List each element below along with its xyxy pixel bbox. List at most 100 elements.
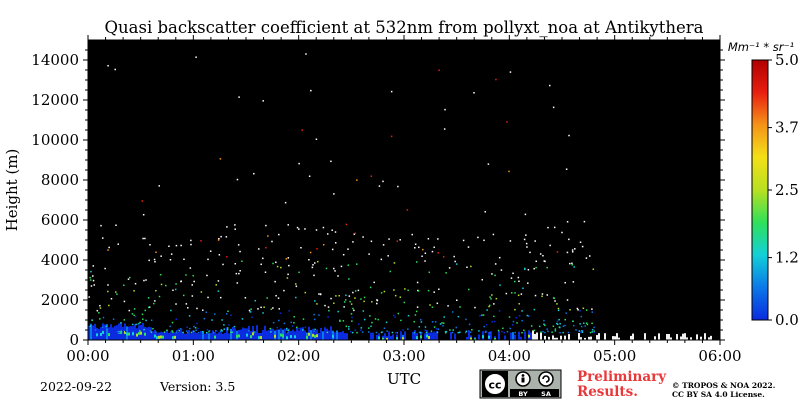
heatmap-cell: [518, 303, 520, 305]
heatmap-cell: [104, 267, 106, 270]
heatmap-column: [430, 332, 432, 340]
heatmap-cell: [116, 293, 118, 295]
heatmap-cell: [165, 284, 167, 287]
heatmap-cell: [411, 233, 413, 236]
heatmap-cell: [200, 240, 202, 242]
heatmap-cell: [190, 243, 192, 246]
heatmap-cell: [343, 301, 346, 303]
heatmap-cell: [170, 309, 172, 312]
heatmap-cell: [132, 331, 134, 334]
heatmap-cell: [400, 319, 402, 322]
heatmap-cell: [239, 250, 241, 253]
heatmap-column: [342, 331, 344, 340]
heatmap-cell: [435, 328, 438, 330]
heatmap-cell: [333, 193, 335, 195]
heatmap-cell: [343, 306, 345, 308]
heatmap-cell: [186, 331, 189, 334]
heatmap-cell: [238, 96, 240, 98]
heatmap-cell: [107, 249, 109, 251]
heatmap-cell: [148, 306, 151, 308]
heatmap-cell: [428, 271, 431, 274]
x-tick-label: 00:00: [66, 347, 109, 365]
heatmap-cell: [324, 304, 326, 307]
heatmap-column: [554, 337, 556, 340]
heatmap-cell: [481, 278, 484, 281]
heatmap-cell: [524, 213, 527, 216]
heatmap-cell: [548, 84, 551, 87]
heatmap-cell: [349, 300, 351, 303]
heatmap-cell: [383, 327, 386, 329]
heatmap-cell: [571, 251, 574, 253]
heatmap-column: [340, 332, 342, 340]
heatmap-cell: [483, 325, 485, 328]
heatmap-column: [676, 334, 678, 340]
heatmap-cell: [186, 330, 188, 332]
heatmap-cell: [363, 300, 365, 303]
heatmap-cell: [390, 90, 393, 93]
heatmap-cell: [90, 270, 92, 273]
heatmap-column: [152, 331, 154, 340]
heatmap-cell: [479, 314, 481, 317]
heatmap-cell: [188, 315, 191, 317]
heatmap-cell: [316, 303, 318, 305]
heatmap-cell: [144, 237, 146, 240]
heatmap-cell: [89, 325, 92, 327]
heatmap-cell: [466, 266, 468, 269]
heatmap-cell: [202, 330, 204, 333]
heatmap-column: [94, 323, 96, 340]
heatmap-cell: [278, 233, 280, 236]
heatmap-cell: [174, 335, 176, 339]
heatmap-cell: [293, 316, 295, 318]
heatmap-cell: [465, 318, 467, 321]
heatmap-cell: [155, 289, 157, 292]
heatmap-cell: [284, 201, 287, 204]
heatmap-cell: [573, 266, 575, 268]
heatmap-cell: [416, 336, 418, 340]
heatmap-cell: [144, 309, 147, 312]
heatmap-cell: [386, 330, 388, 332]
heatmap-cell: [313, 318, 316, 321]
heatmap-column: [134, 324, 136, 340]
heatmap-cell: [143, 328, 145, 331]
heatmap-cell: [467, 246, 470, 248]
heatmap-cell: [418, 326, 421, 328]
heatmap-cell: [313, 274, 315, 277]
heatmap-cell: [585, 309, 588, 311]
heatmap-cell: [90, 285, 93, 287]
heatmap-cell: [302, 318, 305, 320]
heatmap-cell: [356, 263, 358, 265]
heatmap-column: [212, 330, 214, 340]
heatmap-cell: [143, 279, 145, 282]
heatmap-cell: [175, 331, 178, 334]
heatmap-cell: [155, 331, 157, 334]
heatmap-cell: [433, 331, 435, 333]
heatmap-cell: [525, 234, 527, 236]
heatmap-cell: [309, 251, 312, 254]
heatmap-cell: [152, 327, 154, 330]
heatmap-cell: [376, 299, 379, 302]
heatmap-cell: [485, 323, 488, 326]
heatmap-cell: [236, 178, 239, 181]
heatmap-cell: [533, 267, 535, 270]
heatmap-column: [670, 337, 672, 340]
heatmap-column: [166, 330, 168, 340]
heatmap-column: [196, 332, 198, 340]
heatmap-cell: [154, 300, 156, 302]
y-tick-label: 10000: [31, 131, 79, 149]
heatmap-column: [614, 336, 616, 340]
heatmap-cell: [337, 310, 339, 313]
heatmap-cell: [443, 128, 446, 130]
heatmap-column: [682, 333, 684, 340]
heatmap-column: [292, 329, 294, 340]
heatmap-cell: [354, 290, 357, 292]
heatmap-cell: [451, 331, 454, 334]
heatmap-cell: [473, 92, 475, 94]
heatmap-column: [424, 333, 426, 340]
heatmap-cell: [574, 248, 576, 250]
heatmap-cell: [214, 313, 216, 315]
heatmap-column: [578, 333, 580, 340]
heatmap-column: [204, 333, 206, 340]
heatmap-cell: [316, 334, 318, 338]
heatmap-column: [104, 324, 106, 340]
heatmap-cell: [462, 239, 465, 242]
